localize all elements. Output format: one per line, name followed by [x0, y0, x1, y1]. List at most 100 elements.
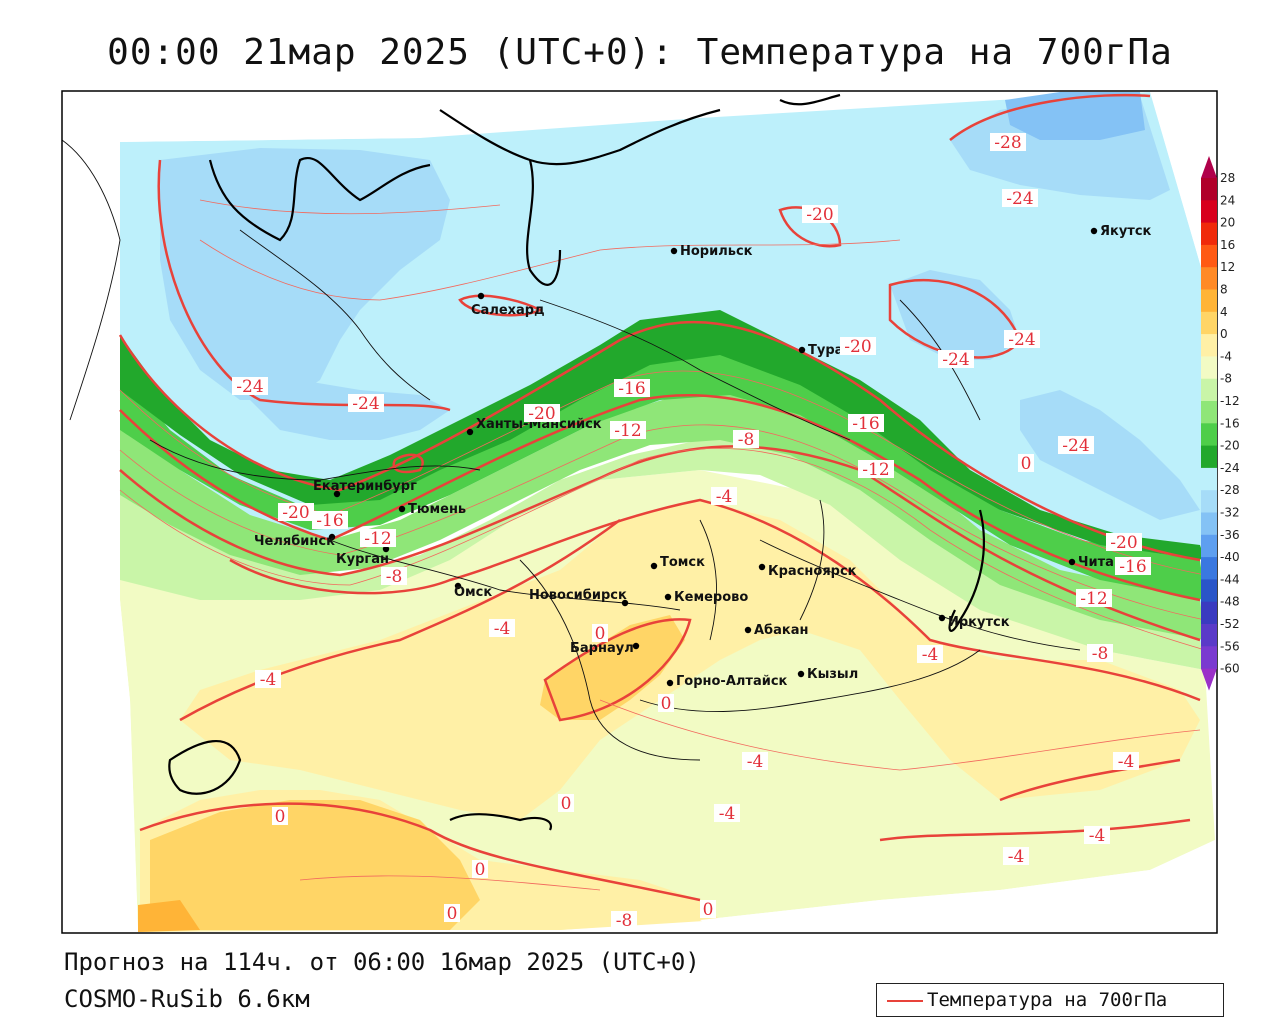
contour-value-label: -4: [711, 487, 737, 507]
cold-cell-east-2: [1020, 390, 1200, 520]
contour-value-label: -8: [733, 430, 759, 450]
outside-domain-se: [700, 840, 1217, 932]
contour-value-label: -28: [990, 133, 1026, 153]
svg-text:-20: -20: [528, 404, 555, 424]
city-dot: [1090, 227, 1098, 235]
colorbar-swatch: [1201, 334, 1217, 357]
colorbar-swatch: [1201, 512, 1217, 536]
colorbar-swatch: [1201, 557, 1217, 580]
svg-text:-24: -24: [1008, 330, 1035, 350]
svg-text:0: 0: [475, 860, 486, 880]
colorbar-tick-label: 4: [1220, 305, 1228, 319]
contour-value-label: -16: [1115, 557, 1151, 577]
contour-value-label: -8: [1087, 644, 1113, 664]
cold-cell-west: [160, 148, 450, 400]
svg-text:-20: -20: [806, 205, 833, 225]
contour-value-label: 0: [444, 904, 460, 924]
legend-label: Температура на 700гПа: [927, 989, 1168, 1011]
svg-text:0: 0: [275, 807, 286, 827]
outside-domain-ne: [1150, 91, 1217, 300]
colorbar-swatch: [1201, 445, 1217, 469]
svg-text:-4: -4: [747, 752, 764, 772]
contour-value-label: -12: [1076, 589, 1112, 609]
contour-value-label: -24: [232, 377, 268, 397]
colorbar-tick-label: 8: [1220, 283, 1228, 297]
contour-value-label: -4: [255, 670, 281, 690]
svg-text:-16: -16: [1119, 557, 1146, 577]
svg-text:-8: -8: [386, 567, 403, 587]
forecast-text: Прогноз на 114ч. от 06:00 16мар 2025 (UT…: [64, 948, 700, 976]
contour-value-label: -16: [614, 379, 650, 399]
colorbar-tick-label: 0: [1220, 327, 1228, 341]
colorbar-swatch: [1201, 624, 1217, 647]
svg-text:-12: -12: [364, 529, 391, 549]
contour-value-label: -16: [848, 414, 884, 434]
contour-labels-layer: -28 -24 -20 -24 -24 -24 -20 -24 -16 -20 -12 -16 -8 -1…: [232, 133, 1151, 931]
svg-text:-24: -24: [352, 394, 379, 414]
city-dot: [466, 428, 474, 436]
svg-text:-4: -4: [1089, 826, 1106, 846]
city-label: Тура: [808, 343, 843, 358]
outside-domain-nw: [62, 91, 420, 420]
city-dot: [666, 679, 674, 687]
svg-text:-28: -28: [994, 133, 1021, 153]
warm-pocket-2: [540, 615, 685, 720]
colorbar-tick-label: 24: [1220, 193, 1235, 207]
city-dot: [744, 626, 752, 634]
city-label: Омск: [454, 585, 492, 600]
svg-text:-12: -12: [862, 460, 889, 480]
green-band-dark: [120, 340, 1205, 600]
svg-text:-8: -8: [1092, 644, 1109, 664]
city-dot: [798, 346, 806, 354]
city-dot: [621, 599, 629, 607]
legend-box: Температура на 700гПа: [876, 983, 1224, 1017]
colorbar-swatch: [1201, 423, 1217, 447]
svg-text:-20: -20: [1110, 533, 1137, 553]
cold-cell-deep: [1005, 92, 1145, 140]
contour-value-label: -8: [381, 567, 407, 587]
city-dot: [1068, 558, 1076, 566]
city-label: Новосибирск: [529, 588, 627, 603]
svg-text:-24: -24: [1006, 189, 1033, 209]
contour-value-label: -4: [489, 619, 515, 639]
colorbar: 28 24 20 16 12 8 4 0 -4 -8 -12 -16 -20 -24 -28 -32 -36 -4…: [1201, 156, 1240, 691]
green-band-mid: [120, 395, 1205, 640]
colorbar-swatch: [1201, 289, 1217, 313]
svg-text:0: 0: [703, 900, 714, 920]
svg-text:-4: -4: [494, 619, 511, 639]
city-label: Челябинск: [254, 534, 335, 549]
city-label: Норильск: [680, 244, 753, 259]
city-dot: [797, 670, 805, 678]
contour-value-label: -12: [858, 460, 894, 480]
city-label: Красноярск: [768, 564, 857, 579]
city-label: Тюмень: [408, 502, 466, 517]
city-dot: [333, 490, 341, 498]
city-label: Горно-Алтайск: [676, 674, 788, 689]
contour-value-label: -24: [1004, 330, 1040, 350]
contour-value-label: -16: [312, 511, 348, 531]
colorbar-swatch: [1201, 601, 1217, 625]
colorbar-tick-label: 28: [1220, 171, 1235, 185]
city-label: Ханты-Мансийск: [476, 417, 602, 432]
contour-value-label: -24: [1002, 189, 1038, 209]
contour-value-label: -12: [610, 421, 646, 441]
colorbar-swatch: [1201, 378, 1217, 402]
svg-text:-4: -4: [716, 487, 733, 507]
city-dot: [477, 292, 485, 300]
contour-value-label: -12: [360, 529, 396, 549]
contour-value-label: -4: [1084, 826, 1110, 846]
colorbar-top-arrow: [1201, 156, 1217, 178]
colorbar-tick-label: 12: [1220, 260, 1235, 274]
city-label: Салехард: [471, 303, 545, 318]
warm-pocket-3: [138, 900, 200, 932]
colorbar-swatch: [1201, 534, 1217, 558]
svg-text:-8: -8: [738, 430, 755, 450]
colorbar-swatch: [1201, 401, 1217, 424]
svg-text:0: 0: [1021, 454, 1032, 474]
svg-text:-16: -16: [852, 414, 879, 434]
contour-value-label: -8: [611, 911, 637, 931]
colorbar-swatch: [1201, 356, 1217, 380]
svg-text:0: 0: [447, 904, 458, 924]
colorbar-swatch: [1201, 490, 1217, 513]
